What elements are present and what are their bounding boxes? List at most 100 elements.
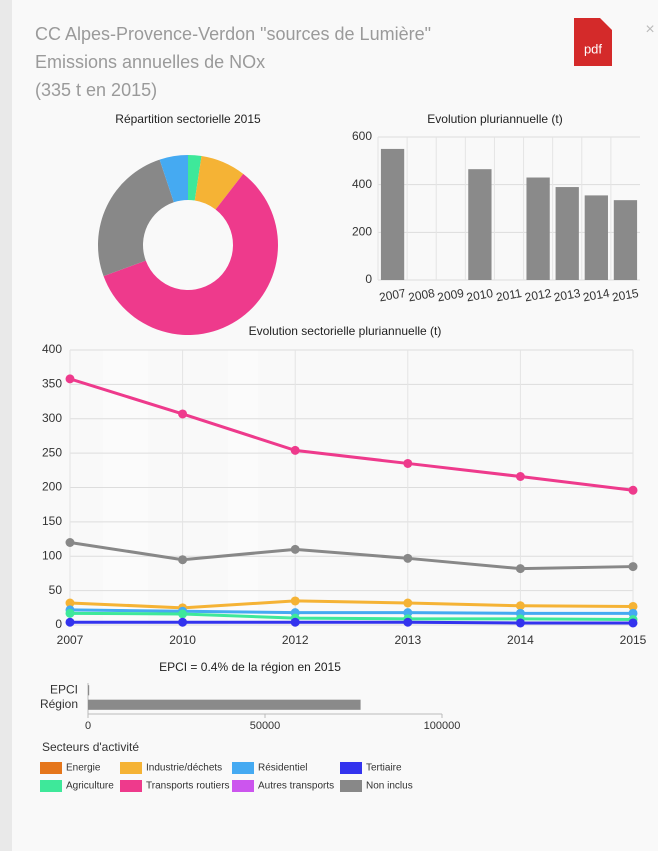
point	[178, 409, 188, 419]
x-tick-label: 2008	[407, 286, 436, 304]
y-tick-label: EPCI	[50, 682, 78, 696]
x-tick-label: 2012	[282, 633, 309, 647]
bar	[613, 200, 638, 280]
legend-swatch	[120, 762, 142, 774]
legend-label: Tertiaire	[366, 763, 402, 774]
line	[69, 377, 634, 492]
legend-swatch	[40, 780, 62, 792]
point	[403, 608, 413, 618]
y-tick-label: 0	[365, 272, 372, 286]
x-tick-label: 2013	[553, 286, 582, 304]
point	[403, 553, 413, 563]
x-tick-label: 2012	[524, 286, 553, 304]
title-line: (335 t en 2015)	[35, 80, 157, 100]
point	[515, 601, 525, 611]
point	[628, 601, 638, 611]
y-tick-label: 250	[42, 445, 62, 459]
chart-title: Evolution sectorielle pluriannuelle (t)	[249, 324, 442, 338]
bar	[88, 685, 90, 696]
line	[69, 541, 634, 571]
legend-label: Résidentiel	[258, 763, 307, 774]
bar	[88, 699, 361, 710]
point	[178, 609, 188, 619]
x-tick-label: 50000	[250, 720, 281, 732]
x-tick-label: 2013	[394, 633, 421, 647]
x-tick-label: 2009	[436, 286, 465, 304]
y-tick-label: 600	[352, 129, 372, 143]
x-tick-label: 2010	[465, 286, 494, 304]
x-tick-label: 2007	[57, 633, 84, 647]
point	[515, 618, 525, 628]
y-tick-label: Région	[40, 697, 78, 711]
legend-swatch	[340, 780, 362, 792]
legend-label: Energie	[66, 763, 101, 774]
y-tick-label: 100	[42, 548, 62, 562]
pie-slice	[103, 173, 278, 335]
point	[628, 618, 638, 628]
line	[69, 608, 633, 615]
line	[69, 611, 634, 621]
point	[65, 598, 75, 608]
point	[290, 445, 300, 455]
y-tick-label: 200	[352, 225, 372, 239]
bar	[380, 148, 405, 280]
legend-swatch	[340, 762, 362, 774]
point	[403, 617, 413, 627]
chart-title: Evolution pluriannuelle (t)	[427, 112, 562, 126]
bar	[526, 177, 550, 280]
point	[65, 538, 75, 547]
bar	[468, 169, 492, 280]
legend-label: Agriculture	[66, 781, 114, 792]
legend-label: Non inclus	[366, 781, 413, 792]
point	[290, 617, 300, 627]
point	[628, 562, 638, 572]
y-tick-label: 200	[42, 480, 62, 494]
legend-swatch	[232, 762, 254, 774]
point	[403, 598, 413, 608]
chart-title: EPCI = 0.4% de la région en 2015	[159, 660, 341, 674]
bar	[555, 187, 579, 280]
point	[628, 485, 638, 495]
point	[178, 617, 188, 627]
close-button[interactable]: ×	[645, 21, 654, 38]
legend-swatch	[232, 780, 254, 792]
point	[65, 374, 75, 384]
y-tick-label: 0	[55, 617, 62, 631]
x-tick-label: 0	[85, 720, 91, 732]
pie-slice	[97, 159, 174, 277]
y-tick-label: 150	[42, 514, 62, 528]
point	[403, 458, 413, 468]
bar	[584, 195, 608, 280]
x-tick-label: 100000	[424, 720, 461, 732]
legend-swatch	[40, 762, 62, 774]
point	[515, 564, 525, 574]
x-tick-label: 2014	[507, 633, 534, 647]
legend-label: Transports routiers	[146, 781, 230, 792]
point	[65, 617, 75, 627]
legend-title: Secteurs d'activité	[42, 740, 139, 754]
point	[290, 544, 300, 554]
line	[69, 599, 634, 610]
pie-slice	[188, 155, 202, 201]
line	[70, 620, 633, 625]
point	[290, 596, 300, 606]
x-tick-label: 2011	[495, 286, 523, 304]
x-tick-label: 2015	[620, 633, 647, 647]
pdf-icon[interactable]	[574, 18, 612, 66]
legend-label: Autres transports	[258, 781, 334, 792]
pdf-button[interactable]: pdf	[574, 18, 612, 66]
legend-swatch	[120, 780, 142, 792]
pdf-label[interactable]: pdf	[584, 41, 602, 56]
y-tick-label: 400	[352, 177, 372, 191]
point	[628, 608, 638, 618]
y-tick-label: 400	[42, 342, 62, 356]
point	[65, 608, 75, 618]
title-line: CC Alpes-Provence-Verdon "sources de Lum…	[35, 24, 431, 44]
chart-title: Répartition sectorielle 2015	[115, 112, 261, 126]
x-tick-label: 2007	[378, 286, 407, 304]
pie-slice	[194, 156, 244, 210]
x-tick-label: 2015	[611, 286, 640, 304]
point	[178, 555, 188, 565]
y-tick-label: 350	[42, 377, 62, 391]
